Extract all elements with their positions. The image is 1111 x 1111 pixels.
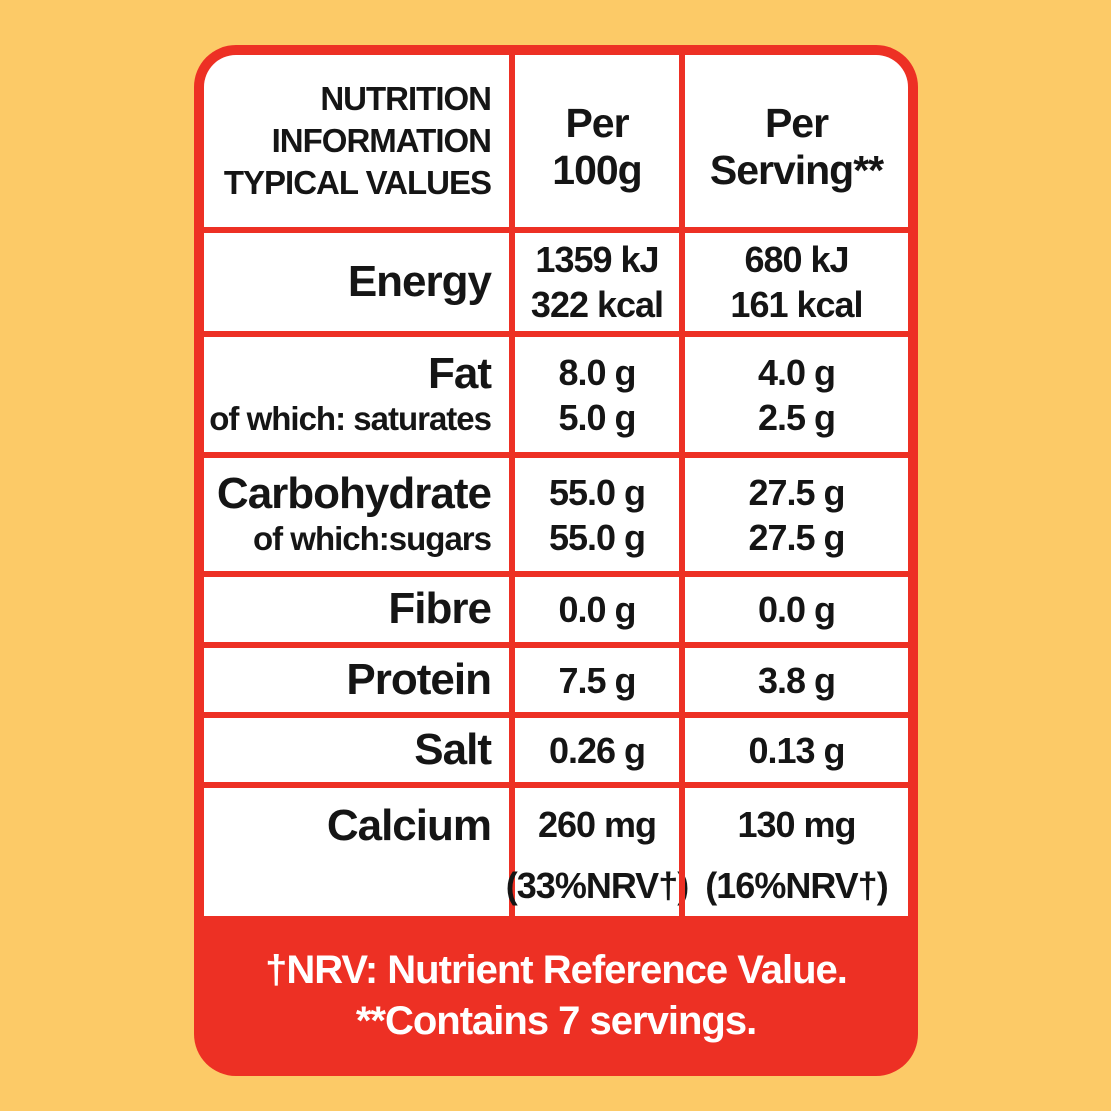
value-sub: 5.0 g [558,396,636,438]
table-row-salt: Salt 0.26 g 0.13 g [204,712,908,782]
per-100g-cell: 7.5 g [509,648,679,712]
row-label-cell: Carbohydrate of which:sugars [204,458,509,571]
row-label-cell: Energy [204,233,509,331]
value-kj: 1359 kJ [535,239,659,280]
per-serving-cell: 0.13 g [679,718,908,782]
value-kcal: 322 kcal [530,284,664,325]
header-line-typical-values: TYPICAL VALUES [223,164,492,202]
footnote-servings: **Contains 7 servings. [355,999,757,1043]
row-label-cell: Calcium [204,788,509,916]
value-nrv-percent: (16%NRV†) [705,865,888,906]
header-typical-values: NUTRITION INFORMATION TYPICAL VALUES [204,55,509,227]
value-total: 4.0 g [757,351,836,393]
footnotes: †NRV: Nutrient Reference Value. **Contai… [194,916,918,1076]
value-total: 7.5 g [558,659,636,701]
value-total: 55.0 g [548,471,646,513]
footnote-nrv: †NRV: Nutrient Reference Value. [265,948,848,992]
value-total: 0.0 g [757,589,836,630]
header-line-nutrition: NUTRITION [320,79,492,117]
value-total: 0.26 g [548,729,646,771]
row-label: Salt [414,724,492,774]
value-nrv-percent: (33%NRV†) [505,865,689,906]
per-serving-cell: 0.0 g [679,577,908,642]
per-100g-cell: 0.0 g [509,577,679,642]
per-serving-cell: 130 mg (16%NRV†) [679,788,908,916]
row-label: Fibre [388,584,492,634]
header-per-label: Per [764,99,829,146]
nutrition-table: NUTRITION INFORMATION TYPICAL VALUES Per… [204,55,908,916]
header-100g-label: 100g [552,147,642,193]
header-per-serving: Per Serving** [679,55,908,227]
row-label: Carbohydrate [216,468,492,518]
per-serving-cell: 27.5 g 27.5 g [679,458,908,571]
per-100g-cell: 55.0 g 55.0 g [509,458,679,571]
value-total: 27.5 g [748,471,845,513]
table-header-row: NUTRITION INFORMATION TYPICAL VALUES Per… [204,55,908,227]
table-row-calcium: Calcium 260 mg (33%NRV†) 130 mg (16%NRV†… [204,782,908,916]
table-row-protein: Protein 7.5 g 3.8 g [204,642,908,712]
value-mg: 260 mg [537,804,657,845]
value-total: 0.0 g [558,589,636,630]
row-label: Protein [346,654,492,704]
row-sublabel: of which:sugars [252,520,492,558]
value-total: 8.0 g [558,351,636,393]
table-row-fat: Fat of which: saturates 8.0 g 5.0 g 4.0 … [204,331,908,452]
row-label: Calcium [326,801,492,850]
per-100g-cell: 260 mg (33%NRV†) [506,788,689,916]
table-row-energy: Energy 1359 kJ 322 kcal 680 kJ 161 kcal [204,227,908,331]
per-100g-cell: 8.0 g 5.0 g [509,337,679,452]
per-serving-cell: 3.8 g [679,648,908,712]
per-serving-cell: 4.0 g 2.5 g [679,337,908,452]
per-serving-cell: 680 kJ 161 kcal [679,233,908,331]
table-row-fibre: Fibre 0.0 g 0.0 g [204,571,908,642]
value-mg: 130 mg [737,804,856,845]
header-line-information: INFORMATION [271,121,492,159]
header-per-100g: Per 100g [509,55,679,227]
row-label: Fat [428,348,492,398]
value-sub: 2.5 g [757,396,836,438]
row-label: Energy [347,256,492,306]
row-label-cell: Salt [204,718,509,782]
value-kj: 680 kJ [744,239,849,280]
header-per-label: Per [565,99,629,146]
value-sub: 27.5 g [748,516,845,558]
value-sub: 55.0 g [548,516,646,558]
value-total: 3.8 g [757,659,836,701]
nutrition-panel: NUTRITION INFORMATION TYPICAL VALUES Per… [194,45,918,1076]
per-100g-cell: 1359 kJ 322 kcal [509,233,679,331]
value-total: 0.13 g [748,729,845,771]
table-row-carbohydrate: Carbohydrate of which:sugars 55.0 g 55.0… [204,452,908,571]
row-label-cell: Protein [204,648,509,712]
row-label-cell: Fibre [204,577,509,642]
row-label-cell: Fat of which: saturates [204,337,509,452]
per-100g-cell: 0.26 g [509,718,679,782]
header-serving-label: Serving** [709,147,884,193]
value-kcal: 161 kcal [730,284,863,325]
row-sublabel: of which: saturates [209,400,492,438]
